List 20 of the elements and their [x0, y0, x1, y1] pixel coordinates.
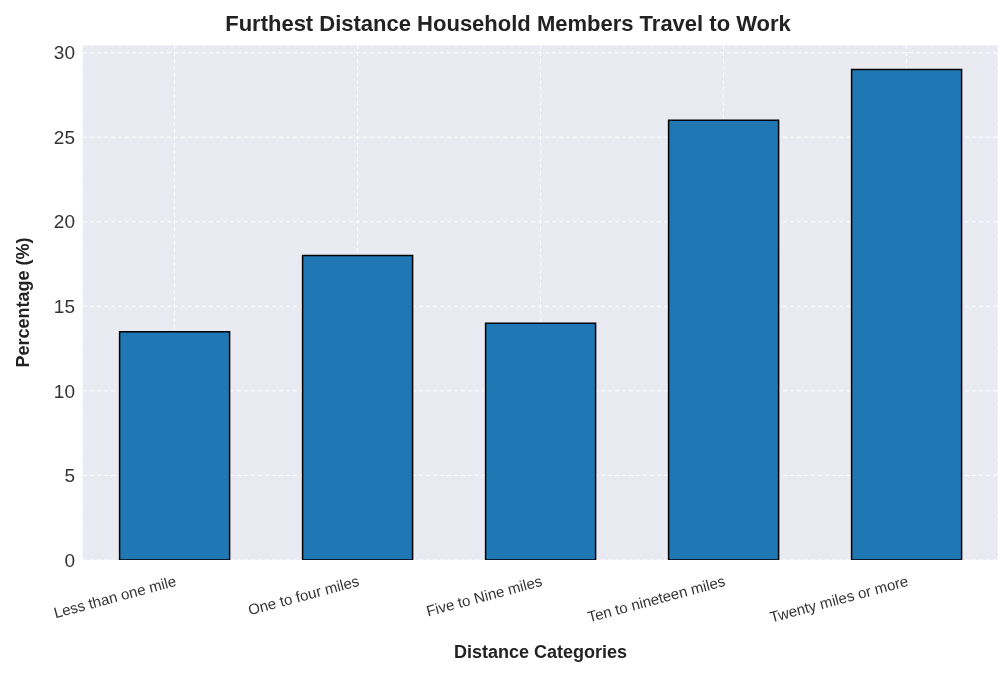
bar: [301, 254, 414, 560]
x-tick-label: Less than one mile: [51, 572, 178, 622]
chart-title: Furthest Distance Household Members Travel to Work: [224, 10, 792, 38]
x-tick-label: Five to Nine miles: [424, 572, 544, 620]
bar: [850, 68, 963, 560]
y-tick-label: 25: [53, 126, 75, 148]
x-tick-label: One to four miles: [246, 572, 361, 619]
bar: [118, 330, 231, 560]
x-tick-label: Ten to nineteen miles: [585, 572, 727, 626]
y-tick-label: 15: [53, 296, 75, 318]
y-tick-label: 10: [53, 380, 75, 402]
y-tick-label: 30: [53, 42, 75, 64]
bar: [484, 322, 597, 560]
y-tick-label: 0: [64, 549, 75, 571]
y-tick-label: 5: [64, 465, 75, 487]
y-axis-title: Percentage (%): [13, 237, 34, 368]
bar: [667, 119, 780, 560]
y-tick-label: 20: [53, 211, 75, 233]
x-axis-title: Distance Categories: [453, 642, 628, 662]
x-tick-label: Twenty miles or more: [767, 572, 910, 626]
